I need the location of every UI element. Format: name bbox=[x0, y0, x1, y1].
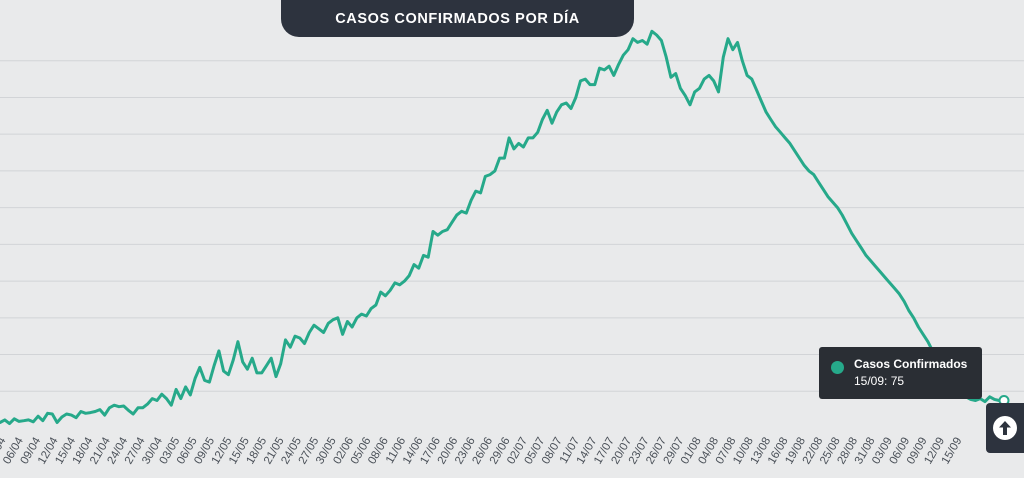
chart-title: CASOS CONFIRMADOS POR DÍA bbox=[281, 0, 634, 37]
series-color-dot bbox=[831, 361, 844, 374]
tooltip-series-name: Casos Confirmados bbox=[854, 357, 968, 371]
chart-series-layer bbox=[0, 29, 1010, 426]
chart-title-text: CASOS CONFIRMADOS POR DÍA bbox=[335, 11, 580, 27]
scroll-to-top-button[interactable] bbox=[986, 403, 1024, 453]
data-tooltip: Casos Confirmados 15/09: 75 bbox=[819, 347, 982, 399]
x-axis-ticks: 03/0406/0409/0412/0415/0418/0421/0424/04… bbox=[0, 435, 964, 466]
chart-grid bbox=[0, 60, 1024, 392]
tooltip-value: 15/09: 75 bbox=[854, 374, 905, 388]
series-line-casos-confirmados bbox=[0, 29, 1006, 426]
arrow-up-icon bbox=[993, 416, 1017, 440]
